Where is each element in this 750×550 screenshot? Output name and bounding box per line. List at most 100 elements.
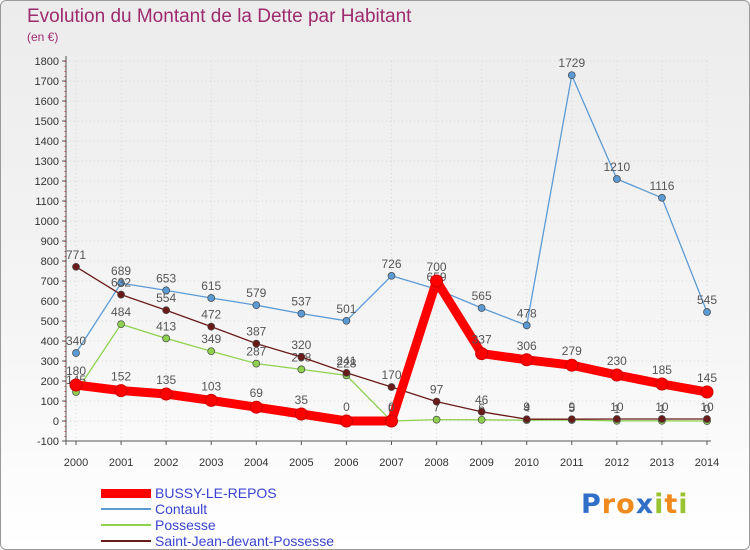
data-point	[567, 415, 576, 424]
data-point	[522, 321, 531, 330]
data-label: 478	[517, 306, 537, 320]
data-label: 726	[381, 257, 401, 271]
data-point	[207, 347, 216, 356]
data-point	[565, 358, 579, 372]
data-label: 337	[472, 333, 492, 347]
logo-letter: r	[601, 489, 617, 520]
data-point	[297, 365, 306, 374]
y-tick-label: 1100	[35, 196, 59, 208]
x-tick-label: 2002	[154, 457, 178, 469]
data-label: 103	[201, 379, 221, 393]
data-point	[475, 347, 489, 361]
y-tick-label: 1300	[35, 156, 59, 168]
legend-label: Saint-Jean-devant-Possesse	[155, 533, 334, 549]
y-tick-label: 700	[41, 276, 59, 288]
y-tick-label: 200	[41, 376, 59, 388]
data-label: 413	[156, 319, 176, 333]
y-tick-label: 1000	[35, 216, 59, 228]
data-label: 0	[704, 402, 711, 416]
data-label: 632	[111, 276, 131, 290]
data-point	[69, 378, 83, 392]
chart-subtitle: (en €)	[27, 30, 59, 44]
data-point	[477, 407, 486, 416]
proxiti-logo: Proxiti	[581, 489, 689, 520]
x-tick-label: 2004	[244, 457, 268, 469]
data-point	[249, 400, 263, 414]
data-label: 387	[246, 325, 266, 339]
data-label: 10	[610, 400, 624, 414]
y-tick-label: 400	[41, 336, 59, 348]
data-label: 537	[291, 295, 311, 309]
data-point	[567, 71, 576, 80]
y-tick-label: 600	[41, 296, 59, 308]
legend-label: Possesse	[155, 517, 216, 533]
data-point	[658, 193, 666, 202]
data-point	[613, 415, 621, 423]
data-label: 615	[201, 279, 221, 293]
data-point	[114, 384, 128, 398]
data-point	[703, 415, 711, 423]
data-label: 287	[246, 345, 266, 359]
x-tick-label: 2006	[334, 457, 358, 469]
data-label: 1116	[649, 179, 674, 193]
x-tick-label: 2012	[605, 457, 629, 469]
data-point	[339, 414, 353, 428]
data-point	[655, 377, 669, 391]
data-label: 484	[111, 305, 131, 319]
x-tick-label: 2007	[379, 457, 403, 469]
data-label: 1729	[558, 56, 585, 70]
y-tick-label: 1200	[35, 176, 59, 188]
x-tick-label: 2000	[64, 457, 88, 469]
data-label: 579	[246, 286, 266, 300]
data-point	[204, 393, 218, 407]
data-point	[162, 306, 170, 315]
data-label: 185	[652, 363, 672, 377]
chart-title: Evolution du Montant de la Dette par Hab…	[27, 6, 412, 27]
data-label: 545	[697, 293, 717, 307]
data-label: 10	[655, 400, 669, 414]
data-point	[72, 262, 80, 271]
y-tick-label: 300	[41, 356, 59, 368]
data-point	[387, 383, 396, 391]
x-tick-label: 2009	[469, 457, 493, 469]
legend-item: Possesse	[101, 518, 421, 532]
legend-swatch	[101, 508, 151, 510]
x-tick-label: 2011	[560, 457, 584, 469]
data-label: 554	[156, 291, 176, 305]
x-tick-label: 2014	[695, 457, 719, 469]
data-label: 9	[568, 400, 575, 414]
data-label: 1	[659, 402, 666, 416]
data-label: 771	[66, 248, 86, 262]
data-point	[520, 353, 534, 367]
x-tick-label: 2001	[109, 457, 133, 469]
data-point	[159, 387, 173, 401]
x-tick-label: 2013	[650, 457, 674, 469]
data-label: 4	[523, 401, 530, 415]
data-label: 689	[111, 264, 131, 278]
logo-letter: P	[581, 489, 602, 520]
data-point	[477, 415, 486, 424]
legend-label: Contault	[155, 501, 208, 517]
legend-swatch	[101, 540, 151, 542]
data-point	[613, 175, 621, 183]
data-label: 472	[201, 308, 221, 322]
data-point	[342, 316, 351, 325]
data-point	[432, 397, 441, 406]
data-point	[117, 290, 125, 299]
data-label: 97	[430, 383, 444, 397]
x-tick-label: 2010	[514, 457, 538, 469]
data-label: 1210	[604, 160, 631, 174]
y-tick-label: 800	[41, 256, 59, 268]
data-point	[700, 385, 714, 399]
data-label: 653	[156, 271, 176, 285]
data-point	[252, 359, 261, 368]
data-label: 501	[336, 302, 356, 316]
data-label: 340	[66, 334, 86, 348]
x-tick-label: 2005	[289, 457, 313, 469]
data-point	[294, 407, 308, 421]
data-point	[207, 322, 216, 331]
data-point	[297, 309, 306, 318]
data-label: 7	[433, 401, 440, 415]
data-label: 6	[478, 401, 485, 415]
